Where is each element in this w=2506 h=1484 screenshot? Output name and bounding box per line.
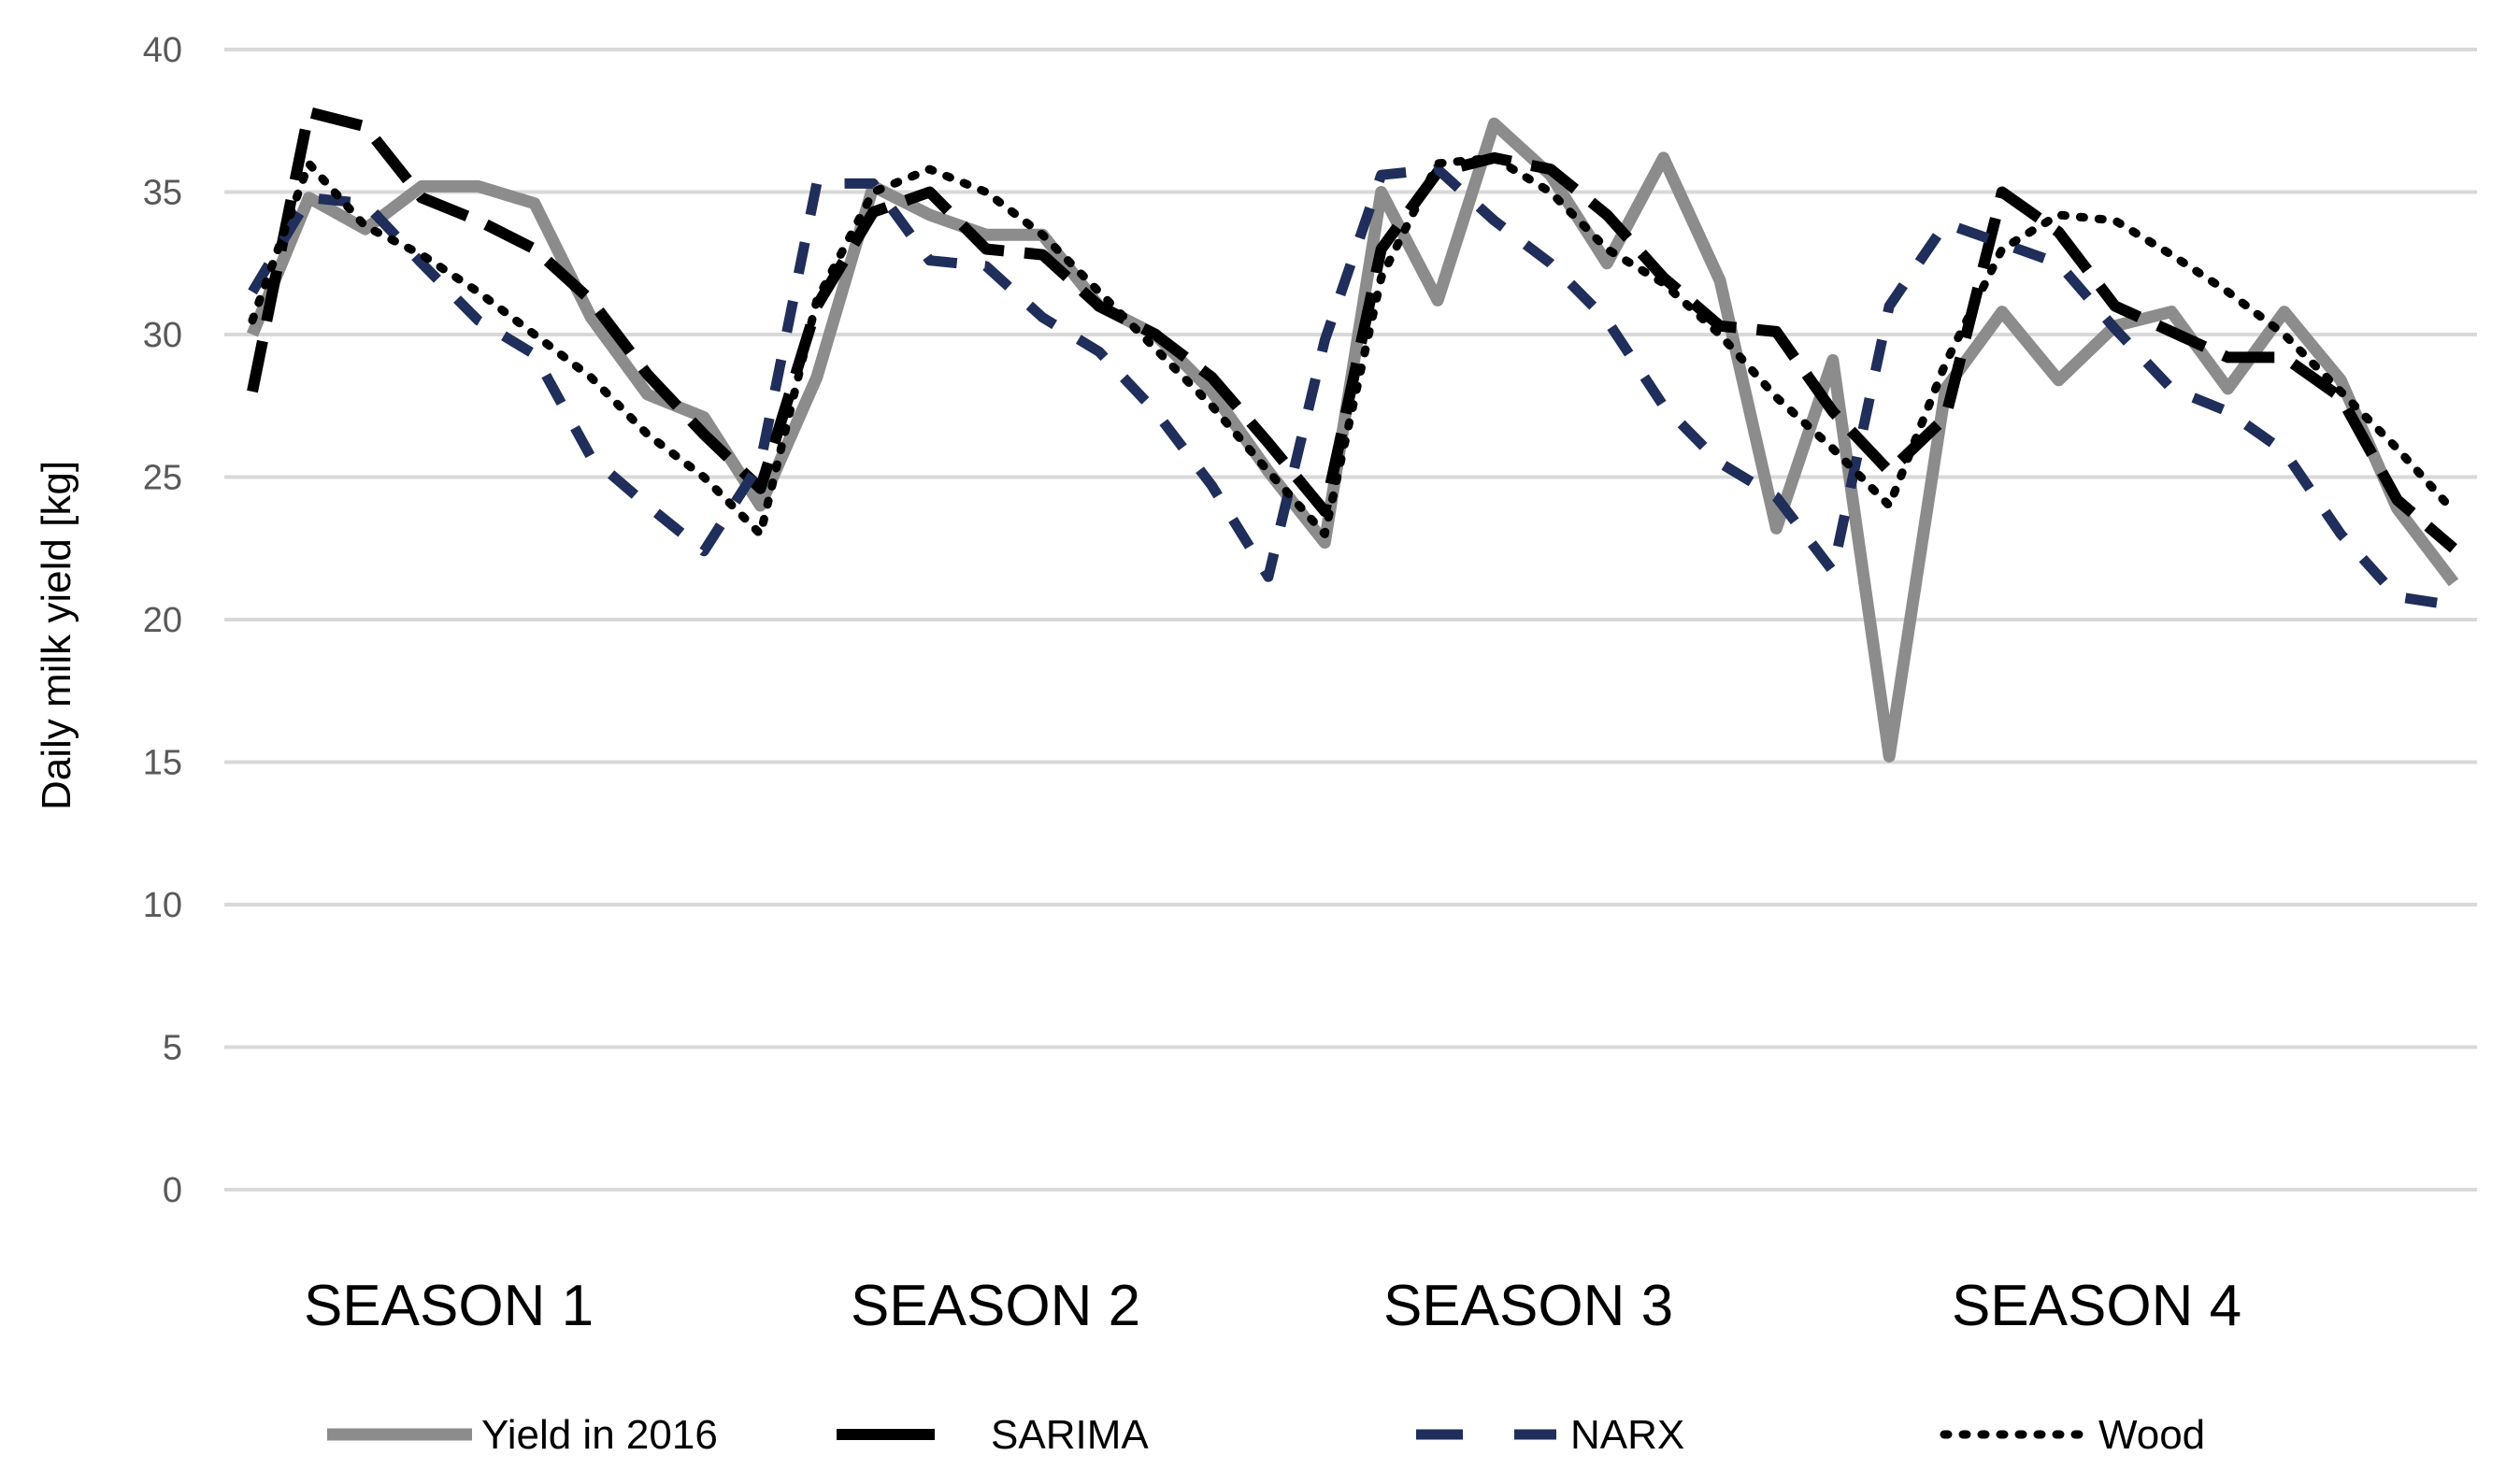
series-line-wood: [248, 153, 2458, 538]
y-tick-label: 20: [143, 601, 182, 640]
legend-label: SARIMA: [991, 1412, 1149, 1458]
season-labels: SEASON 1 SEASON 2 SEASON 3 SEASON 4: [304, 1274, 2241, 1338]
y-axis-label: Daily milk yield [kg]: [34, 461, 79, 810]
y-axis-tick-labels: 0 5 10 15 20 25 30 35 40: [143, 31, 182, 1210]
legend-label: Yield in 2016: [481, 1412, 718, 1458]
series-lines: [246, 107, 2459, 763]
season-label: SEASON 4: [1952, 1274, 2241, 1338]
season-label: SEASON 1: [304, 1274, 594, 1338]
y-tick-label: 35: [143, 174, 182, 213]
series-line-sarima: [247, 107, 2457, 553]
legend: Yield in 2016 SARIMA NARX Wood: [327, 1412, 2205, 1458]
y-tick-label: 10: [143, 886, 182, 925]
y-tick-label: 30: [143, 316, 182, 355]
y-tick-label: 15: [143, 744, 182, 783]
gridlines: [224, 48, 2477, 1191]
season-label: SEASON 3: [1383, 1274, 1673, 1338]
y-tick-label: 25: [143, 459, 182, 498]
legend-label: NARX: [1570, 1412, 1684, 1458]
y-tick-label: 5: [163, 1029, 182, 1068]
season-label: SEASON 2: [851, 1274, 1140, 1338]
y-tick-label: 40: [143, 31, 182, 70]
series-line-narx: [248, 164, 2455, 611]
legend-label: Wood: [2098, 1412, 2205, 1458]
y-tick-label: 0: [163, 1171, 182, 1210]
